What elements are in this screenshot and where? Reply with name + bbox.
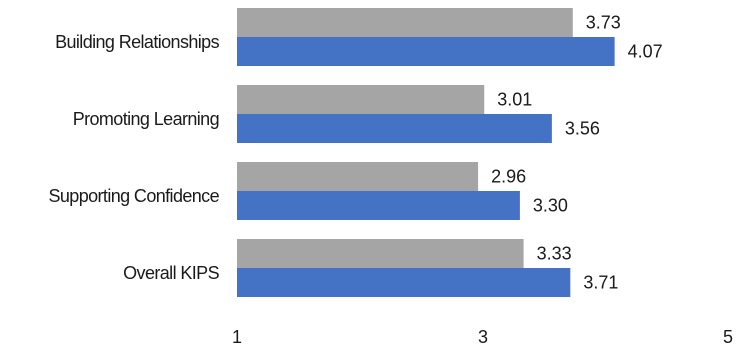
category-label-building-relationships: Building Relationships xyxy=(55,32,220,52)
x-tick-label-3: 3 xyxy=(478,327,488,347)
value-label-overall-kips-series-2: 3.71 xyxy=(583,272,618,292)
category-label-promoting-learning: Promoting Learning xyxy=(73,109,219,129)
category-label-supporting-confidence: Supporting Confidence xyxy=(48,186,219,206)
x-axis: 1 3 5 xyxy=(232,327,733,347)
bar-overall-kips-series-1 xyxy=(237,239,524,268)
value-label-promoting-learning-series-1: 3.01 xyxy=(497,89,532,109)
bar-overall-kips-series-2 xyxy=(237,268,571,297)
value-label-supporting-confidence-series-1: 2.96 xyxy=(491,166,526,186)
bar-supporting-confidence-series-1 xyxy=(237,162,479,191)
value-label-building-relationships-series-1: 3.73 xyxy=(586,12,621,32)
value-label-building-relationships-series-2: 4.07 xyxy=(628,41,663,61)
category-label-overall-kips: Overall KIPS xyxy=(123,263,219,283)
bar-building-relationships-series-1 xyxy=(237,8,573,37)
value-label-supporting-confidence-series-2: 3.30 xyxy=(533,195,568,215)
x-tick-label-5: 5 xyxy=(723,327,733,347)
bar-supporting-confidence-series-2 xyxy=(237,191,520,220)
x-tick-label-1: 1 xyxy=(232,327,242,347)
bar-building-relationships-series-2 xyxy=(237,37,615,66)
bar-promoting-learning-series-1 xyxy=(237,85,485,114)
labels-layer: Building Relationships 3.73 4.07 Promoting … xyxy=(48,12,662,292)
bar-promoting-learning-series-2 xyxy=(237,114,552,143)
value-label-overall-kips-series-1: 3.33 xyxy=(537,243,572,263)
bars-layer xyxy=(237,8,615,297)
value-label-promoting-learning-series-2: 3.56 xyxy=(565,118,600,138)
